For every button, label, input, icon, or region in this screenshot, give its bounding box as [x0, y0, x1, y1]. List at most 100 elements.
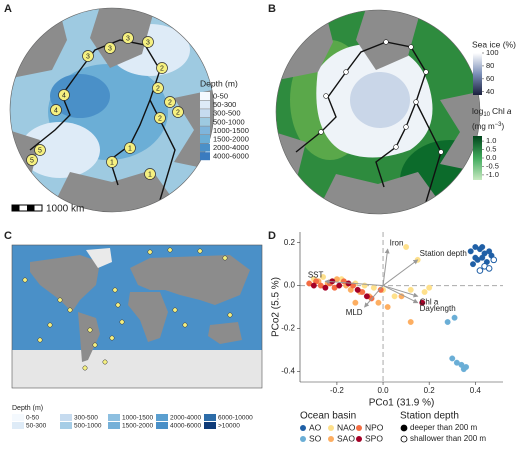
vector-label: Daylength — [420, 304, 456, 313]
title-part: log — [472, 106, 484, 116]
station-marker — [152, 82, 164, 94]
legend-title: Sea ice (%) — [472, 39, 516, 49]
legend-unit: (mg m−3) — [472, 122, 505, 132]
legend-label: >10000 — [218, 423, 240, 430]
point — [444, 319, 451, 325]
legend-title: Depth (m) — [200, 78, 238, 88]
panel-label: D — [268, 230, 276, 242]
point — [375, 299, 382, 306]
station-marker — [393, 144, 399, 150]
point — [322, 284, 329, 291]
legend-label: 2000-4000 — [213, 143, 249, 152]
point — [352, 299, 359, 306]
vector-label: Station depth — [420, 249, 467, 258]
station-marker — [34, 144, 46, 156]
legend-label: 500-1000 — [213, 117, 245, 126]
point — [472, 254, 479, 261]
point — [320, 274, 327, 280]
station-marker — [82, 50, 94, 62]
station-marker — [164, 96, 176, 108]
vector-label: MLD — [346, 308, 363, 317]
x-tick-label: 0.0 — [377, 386, 389, 395]
point — [479, 244, 486, 250]
station-label: 1 — [128, 145, 132, 152]
legend-label: 4000-6000 — [170, 423, 201, 430]
scale-bar — [27, 205, 35, 211]
unit-part: ) — [502, 122, 505, 131]
point — [384, 304, 391, 310]
station-label: 2 — [160, 65, 164, 72]
point — [354, 286, 361, 293]
colorbar-label: 40 — [486, 87, 494, 96]
legend-marker — [328, 425, 334, 431]
colorbar-label: 80 — [486, 61, 494, 70]
x-tick-label: -0.2 — [330, 386, 344, 395]
legend-label: deeper than 200 m — [410, 423, 477, 432]
legend-label: 6000-10000 — [218, 415, 253, 422]
y-tick-label: 0.2 — [284, 238, 296, 247]
map-border — [275, 9, 481, 215]
point — [467, 248, 474, 255]
station-marker — [318, 129, 324, 135]
cruise-track — [295, 41, 427, 188]
point — [419, 299, 426, 306]
station-marker — [122, 32, 134, 44]
legend-label: shallower than 200 m — [410, 434, 486, 443]
legend-swatch — [12, 414, 24, 421]
vector-label: Chl a — [420, 297, 439, 306]
point — [370, 284, 377, 291]
title-part: 10 — [483, 112, 490, 118]
point — [426, 284, 433, 291]
map-b — [275, 9, 481, 215]
continent — [78, 312, 100, 362]
station-label: 3 — [86, 53, 90, 60]
continent — [128, 292, 168, 342]
legend-label: 1000-1500 — [213, 126, 249, 135]
legend-label: 300-500 — [213, 109, 241, 118]
legend-label: 300-500 — [74, 415, 98, 422]
sea-ice — [350, 72, 410, 128]
legend-label: 0-50 — [213, 91, 228, 100]
scale-bar — [12, 205, 20, 211]
legend-swatch — [108, 414, 120, 421]
legend-marker — [328, 436, 334, 442]
title-part: Chl — [492, 106, 505, 116]
legend-label: 50-300 — [213, 100, 236, 109]
point — [490, 256, 498, 264]
title-part: a — [507, 106, 512, 116]
point — [310, 282, 317, 289]
scale-label: 1000 km — [46, 204, 84, 215]
legend-marker — [356, 436, 362, 442]
legend-swatch — [156, 414, 168, 421]
station-label: 3 — [146, 39, 150, 46]
y-axis-label: PCo2 (5.5 %) — [271, 277, 282, 337]
station-marker — [413, 99, 419, 105]
station-marker — [383, 39, 389, 45]
station-marker — [104, 42, 116, 54]
vector — [382, 248, 390, 286]
point — [479, 254, 486, 261]
legend-swatch — [200, 135, 210, 143]
map-border — [9, 7, 215, 213]
legend-label: 1500-2000 — [122, 423, 153, 430]
vector — [382, 259, 419, 286]
unit-part: −3 — [495, 122, 503, 128]
point — [336, 282, 343, 289]
panel-label: C — [4, 230, 12, 242]
point — [451, 314, 458, 321]
plot-area — [300, 232, 503, 382]
station-label: 1 — [110, 159, 114, 166]
point — [403, 244, 410, 250]
x-tick-label: 0.4 — [470, 386, 482, 395]
vector-label: Iron — [390, 238, 404, 247]
station-marker — [343, 69, 349, 75]
legend-swatch — [200, 92, 210, 100]
colorbar-label: 0.0 — [486, 153, 496, 162]
shelf — [20, 122, 100, 178]
legend-swatch — [204, 422, 216, 429]
legend-label: SO — [309, 433, 322, 443]
legend-label: NPO — [365, 422, 384, 432]
y-tick-label: -0.4 — [281, 366, 295, 375]
point — [463, 364, 470, 370]
